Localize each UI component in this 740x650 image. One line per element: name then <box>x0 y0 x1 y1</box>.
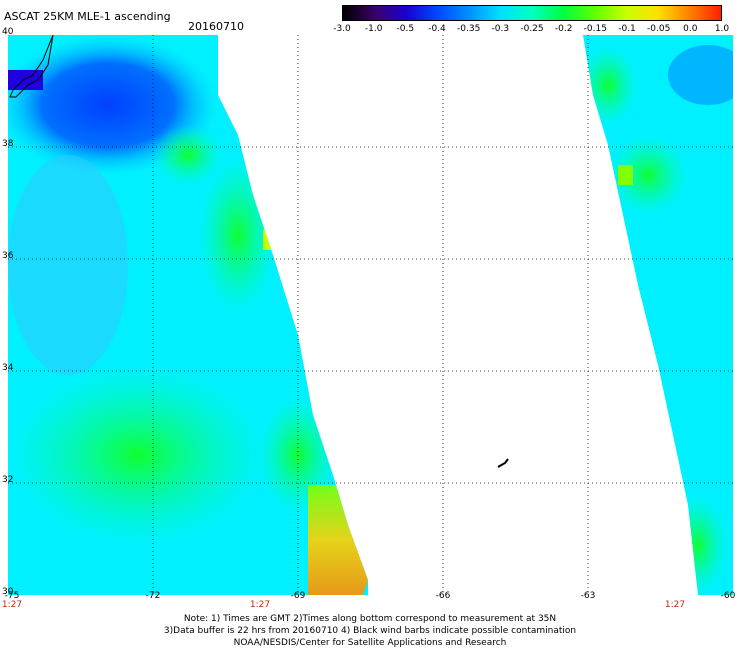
lon-label: -66 <box>435 591 451 601</box>
colorbar-tick-label: -3.0 <box>333 24 351 34</box>
map-title: ASCAT 25KM MLE-1 ascending <box>4 10 171 23</box>
colorbar-tick-label: -0.2 <box>554 24 573 34</box>
pass-time-label: 1:27 <box>1 600 23 610</box>
gridlines <box>8 35 733 595</box>
wind-barb-icon <box>497 458 509 468</box>
pass-time-label: 1:27 <box>249 600 271 610</box>
colorbar-tick-label: 1.0 <box>714 24 730 34</box>
colorbar <box>342 5 722 21</box>
right-swath <box>583 35 733 595</box>
colorbar-tick-label: -0.1 <box>618 24 636 34</box>
colorbar-tick-label: 0.0 <box>683 24 698 34</box>
colorbar-tick-label: -0.05 <box>647 24 671 34</box>
coastline <box>9 35 54 98</box>
colorbar-tick-label: -0.4 <box>428 24 446 34</box>
lon-label: -72 <box>145 591 161 601</box>
left-swath <box>8 35 368 595</box>
footer-note-2: 3)Data buffer is 22 hrs from 20160710 4)… <box>163 626 577 636</box>
swath-map <box>8 35 733 595</box>
lon-label: -63 <box>580 591 596 601</box>
lat-label: 38 <box>2 139 14 149</box>
lat-label: 30 <box>2 587 14 597</box>
lat-label: 34 <box>2 363 14 373</box>
lat-label: 32 <box>2 475 14 485</box>
lon-label: -60 <box>720 591 736 601</box>
lon-label: -75 <box>4 591 20 601</box>
footer-note-1: Note: 1) Times are GMT 2)Times along bot… <box>183 614 557 624</box>
colorbar-tick-label: -1.0 <box>364 24 383 34</box>
colorbar-tick-label: -0.25 <box>520 24 544 34</box>
lon-label: -69 <box>290 591 306 601</box>
colorbar-tick-label: -0.15 <box>583 24 607 34</box>
colorbar-tick-label: -0.35 <box>457 24 481 34</box>
colorbar-tick-label: -0.3 <box>491 24 510 34</box>
pass-time-label: 1:27 <box>664 600 686 610</box>
lat-label: 40 <box>2 27 14 37</box>
footer-note-3: NOAA/NESDIS/Center for Satellite Applica… <box>233 638 507 648</box>
colorbar-tick-label: -0.5 <box>396 24 415 34</box>
map-date: 20160710 <box>188 20 244 33</box>
lat-label: 36 <box>2 251 14 261</box>
